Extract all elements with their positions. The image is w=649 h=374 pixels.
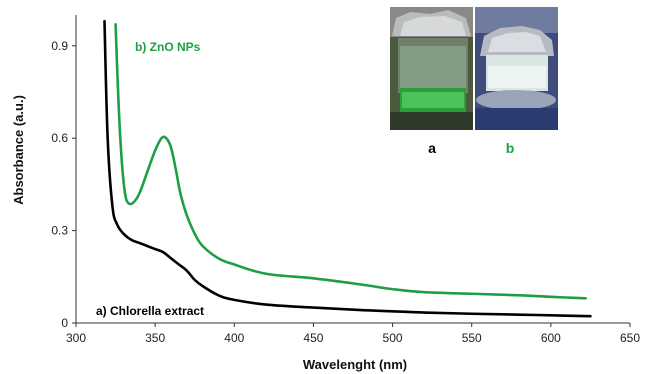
inset-label-b: b: [506, 140, 515, 156]
series-line-zno-nps: [114, 22, 587, 300]
y-tick-label: 0: [61, 316, 68, 330]
x-tick-label: 300: [66, 331, 86, 345]
x-tick-label: 600: [541, 331, 561, 345]
y-tick-label: 0.6: [51, 131, 68, 145]
series-line-chlorella-extract: [103, 19, 592, 318]
x-axis-title: Wavelenght (nm): [303, 357, 407, 372]
series-label-a: a) Chlorella extract: [96, 304, 204, 318]
inset-photo-b: [475, 7, 558, 130]
series-layer: [103, 19, 592, 318]
ticks: 300 350 400 450 500 550 600 650 0 0.3 0.6 0.9: [51, 39, 640, 345]
series-label-b: b) ZnO NPs: [135, 40, 201, 54]
axes: [75, 15, 630, 324]
x-tick-label: 350: [145, 331, 165, 345]
inset-photo-a: [390, 7, 473, 130]
x-tick-label: 550: [462, 331, 482, 345]
y-tick-label: 0.3: [51, 224, 68, 238]
x-tick-label: 450: [303, 331, 323, 345]
y-tick-label: 0.9: [51, 39, 68, 53]
x-tick-label: 400: [224, 331, 244, 345]
y-axis-title: Absorbance (a.u.): [11, 95, 26, 205]
inset-label-a: a: [428, 140, 436, 156]
x-tick-label: 500: [383, 331, 403, 345]
x-tick-label: 650: [620, 331, 640, 345]
